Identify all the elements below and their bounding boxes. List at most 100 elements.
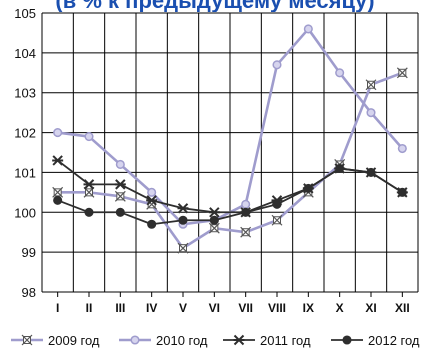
y-tick-label: 98 [22, 285, 36, 300]
marker-shape [272, 199, 282, 209]
series-line [57, 167, 403, 226]
data-point [240, 226, 252, 238]
series-1 [52, 67, 408, 254]
legend-marker [21, 334, 33, 346]
marker-shape [335, 163, 345, 173]
data-point [366, 108, 376, 118]
data-point [271, 214, 283, 226]
marker-shape [52, 155, 64, 166]
y-tick-label: 105 [14, 6, 36, 21]
data-point [396, 67, 408, 79]
marker-shape [303, 24, 313, 34]
x-tick-label: V [179, 301, 187, 315]
data-point [397, 143, 407, 154]
x-tick-label: IX [303, 301, 314, 315]
data-point [115, 207, 125, 217]
series-4 [53, 163, 407, 229]
marker-shape [396, 67, 408, 79]
marker-shape [208, 222, 220, 234]
marker-shape [365, 79, 377, 91]
x-tick-label: X [336, 301, 344, 315]
legend-marker [130, 335, 140, 345]
legend-label: 2009 год [48, 332, 100, 348]
data-point [178, 215, 188, 225]
data-point [53, 128, 63, 138]
legend-swatch [11, 334, 43, 346]
legend-item: 2010 год [118, 328, 208, 352]
y-tick-label: 103 [14, 86, 36, 101]
marker-shape [335, 68, 345, 78]
marker-shape [115, 159, 125, 170]
data-point [303, 183, 313, 193]
data-point [335, 68, 345, 78]
x-tick-label: VII [238, 301, 253, 315]
chart-title: (в % к предыдущему месяцу) [0, 0, 430, 12]
data-point [177, 203, 189, 214]
data-point [366, 167, 376, 177]
marker-shape [115, 207, 125, 217]
series-line [57, 71, 403, 250]
x-tick-label: III [115, 301, 125, 315]
marker-shape [241, 199, 251, 209]
marker-shape [177, 242, 189, 254]
data-point [53, 195, 63, 205]
y-tick-label: 104 [14, 46, 36, 61]
marker-shape [241, 207, 251, 217]
y-tick-label: 100 [14, 205, 36, 220]
data-point [241, 207, 251, 217]
data-point [115, 159, 125, 170]
data-point [84, 207, 94, 217]
marker-shape [52, 186, 64, 198]
data-point [208, 222, 220, 234]
marker-shape [114, 190, 126, 202]
marker-shape [209, 215, 219, 225]
marker-shape [303, 183, 313, 193]
marker-shape [53, 195, 63, 205]
data-point [114, 179, 126, 190]
legend-label: 2011 год [260, 332, 311, 348]
data-point [397, 187, 407, 197]
data-point [272, 199, 282, 209]
data-point [52, 155, 64, 166]
marker-shape [178, 215, 188, 225]
x-tick-label: XII [395, 301, 410, 315]
marker-shape [271, 214, 283, 226]
data-point [147, 187, 157, 197]
marker-shape [177, 203, 189, 214]
data-point [177, 242, 189, 254]
x-tick-label: I [56, 301, 59, 315]
marker-shape [53, 128, 63, 138]
marker-shape [240, 226, 252, 238]
x-tick-label: VIII [268, 301, 286, 315]
legend-item: 2011 год [222, 328, 311, 352]
marker-shape [366, 108, 376, 118]
marker-shape [21, 334, 33, 346]
data-point [114, 190, 126, 202]
marker-shape [397, 143, 407, 154]
x-tick-label: II [86, 301, 93, 315]
legend-swatch [223, 334, 255, 346]
data-point [241, 199, 251, 209]
chart-title-clip: (в % к предыдущему месяцу) [0, 0, 430, 12]
marker-shape [147, 187, 157, 197]
data-point [83, 179, 95, 190]
data-point [209, 215, 219, 225]
marker-shape [147, 219, 157, 229]
marker-shape [366, 167, 376, 177]
legend-item: 2012 год [330, 328, 420, 352]
legend-label: 2012 год [368, 332, 420, 348]
data-point [146, 195, 158, 206]
data-point [208, 207, 220, 218]
y-tick-label: 102 [14, 126, 36, 141]
data-point [365, 79, 377, 91]
chart-legend: 2009 год 2010 год 2011 год 2012 год [0, 328, 430, 352]
legend-swatch [331, 335, 363, 345]
data-point [272, 60, 282, 70]
y-tick-label: 99 [22, 245, 36, 260]
x-tick-label: XI [365, 301, 376, 315]
legend-marker [342, 335, 352, 345]
x-tick-label: VI [209, 301, 220, 315]
legend-swatch [119, 335, 151, 345]
data-point [84, 132, 94, 142]
marker-shape [146, 195, 158, 206]
